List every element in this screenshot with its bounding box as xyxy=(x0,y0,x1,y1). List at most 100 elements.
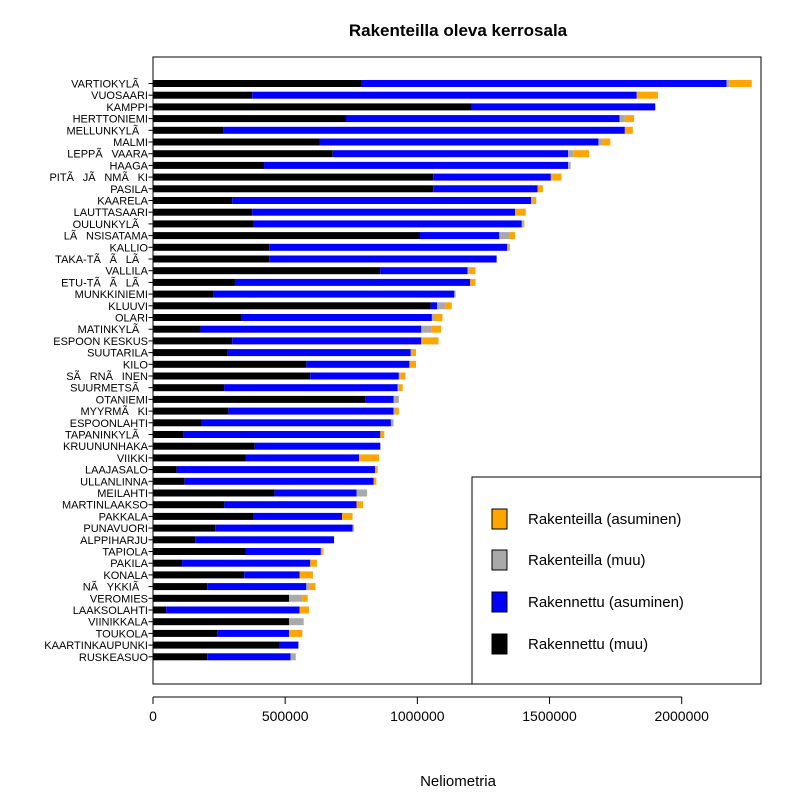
legend-swatch-2 xyxy=(491,591,508,613)
y-tick-label-1: VUOSAARI xyxy=(91,90,148,102)
bar-segment-3-26 xyxy=(398,384,403,392)
bar-segment-3-44 xyxy=(302,594,308,602)
bar-segment-1-9 xyxy=(433,185,538,193)
bar-segment-1-34 xyxy=(184,477,374,485)
bar-segment-0-40 xyxy=(153,548,246,555)
y-tick-label-0: VARTIOKYLÃ xyxy=(71,78,148,91)
bar-segment-3-5 xyxy=(602,138,611,146)
x-tick-label-3: 1500000 xyxy=(522,708,577,724)
bar-segment-1-12 xyxy=(253,220,522,228)
bar-segment-0-7 xyxy=(153,161,265,169)
bar-segment-3-10 xyxy=(532,197,537,204)
bar-segment-1-37 xyxy=(253,512,343,520)
bar-segment-0-33 xyxy=(153,466,177,474)
y-tick-label-38: PUNAVUORI xyxy=(83,523,148,535)
bar-segment-1-49 xyxy=(207,653,291,661)
bar-segment-1-45 xyxy=(166,606,300,614)
y-tick-label-46: VIINIKKALA xyxy=(88,617,149,629)
bar-segment-1-22 xyxy=(232,337,422,345)
bar-segment-0-16 xyxy=(153,267,381,275)
bar-segment-1-3 xyxy=(345,115,620,123)
bar-segment-1-36 xyxy=(224,501,357,509)
x-axis: 0 500000 1000000 1500000 2000000 xyxy=(149,696,709,724)
bar-segment-2-16 xyxy=(467,267,469,275)
bar-segment-0-45 xyxy=(153,606,167,614)
bar-segment-1-21 xyxy=(200,325,422,333)
bar-segment-1-17 xyxy=(234,278,471,286)
bar-segment-1-43 xyxy=(207,583,307,591)
y-tick-label-11: LAUTTASAARI xyxy=(74,207,148,219)
bar-segment-3-43 xyxy=(308,583,316,591)
bar-segment-1-5 xyxy=(319,138,599,146)
bar-segment-0-41 xyxy=(153,559,183,567)
bar-segment-1-4 xyxy=(223,126,625,134)
bar-segment-1-23 xyxy=(227,349,411,357)
bar-segment-2-19 xyxy=(437,302,446,310)
y-tick-label-31: KRUUNUNHAKA xyxy=(63,441,149,453)
bar-segment-0-27 xyxy=(153,395,366,403)
bar-segment-3-4 xyxy=(624,126,633,134)
bar-segment-0-21 xyxy=(153,325,201,333)
y-tick-label-10: KAARELA xyxy=(97,196,148,208)
bar-segment-3-24 xyxy=(409,360,417,368)
bar-segment-2-5 xyxy=(598,138,603,146)
bar-segment-0-14 xyxy=(153,243,270,251)
bar-segment-2-10 xyxy=(531,197,533,204)
bar-segment-1-7 xyxy=(264,161,569,169)
bar-segment-1-47 xyxy=(217,629,290,637)
y-tick-label-22: ESPOON KESKUS xyxy=(53,336,148,348)
legend-swatch-0 xyxy=(491,508,508,530)
bar-segment-0-44 xyxy=(153,594,290,602)
x-axis-title: Neliometria xyxy=(420,773,497,790)
bar-segment-2-28 xyxy=(393,407,395,415)
bar-segment-1-6 xyxy=(332,150,569,158)
bar-segment-2-44 xyxy=(289,594,303,602)
bar-segment-3-47 xyxy=(289,629,303,637)
y-tick-label-17: ETU-TÃÃLÃ xyxy=(61,276,148,289)
bars-group xyxy=(153,80,752,661)
bar-segment-0-5 xyxy=(153,138,320,146)
bar-segment-0-39 xyxy=(153,536,196,544)
bar-segment-1-15 xyxy=(269,255,497,263)
bar-segment-0-17 xyxy=(153,278,235,286)
bar-segment-3-42 xyxy=(299,571,313,579)
bar-segment-1-41 xyxy=(182,559,311,567)
bar-segment-3-0 xyxy=(729,80,752,87)
bar-segment-0-42 xyxy=(153,571,245,579)
bar-segment-3-22 xyxy=(421,337,439,345)
x-tick-label-4: 2000000 xyxy=(654,708,709,724)
y-tick-label-42: KONALA xyxy=(103,570,148,582)
bar-segment-2-25 xyxy=(398,372,401,380)
bar-segment-2-46 xyxy=(289,618,304,626)
bar-segment-1-29 xyxy=(201,419,391,427)
bar-segment-1-13 xyxy=(419,232,500,240)
bar-segment-3-3 xyxy=(624,115,635,123)
bar-segment-1-14 xyxy=(269,243,508,251)
bar-segment-1-40 xyxy=(245,548,321,555)
bar-segment-0-34 xyxy=(153,477,185,485)
bar-segment-0-8 xyxy=(153,173,434,181)
y-tick-label-23: SUUTARILA xyxy=(87,348,149,360)
bar-segment-2-3 xyxy=(619,115,625,123)
bar-segment-0-9 xyxy=(153,185,434,193)
bar-segment-1-48 xyxy=(279,641,299,649)
bar-segment-2-23 xyxy=(410,349,413,357)
y-tick-label-49: RUSKEASUO xyxy=(79,652,149,664)
bar-segment-1-31 xyxy=(254,442,381,450)
bar-segment-3-20 xyxy=(434,314,443,321)
y-tick-label-29: ESPOONLAHTI xyxy=(70,418,148,430)
bar-segment-0-30 xyxy=(153,431,184,438)
bar-segment-2-35 xyxy=(356,489,368,497)
bar-segment-0-3 xyxy=(153,115,346,123)
y-tick-label-18: MUNKKINIEMI xyxy=(75,289,148,301)
bar-segment-0-13 xyxy=(153,232,420,240)
bar-segment-3-12 xyxy=(523,220,525,228)
y-tick-label-41: PAKILA xyxy=(110,558,148,570)
bar-segment-2-40 xyxy=(320,548,323,555)
y-tick-label-24: KILO xyxy=(123,359,149,371)
y-tick-label-5: MALMI xyxy=(113,137,148,149)
y-tick-label-8: PITÃJÃNMÃKI xyxy=(49,171,148,184)
bar-segment-1-1 xyxy=(252,91,637,99)
bar-segment-0-0 xyxy=(153,80,362,87)
y-tick-label-28: MYYRMÃKI xyxy=(81,405,148,418)
